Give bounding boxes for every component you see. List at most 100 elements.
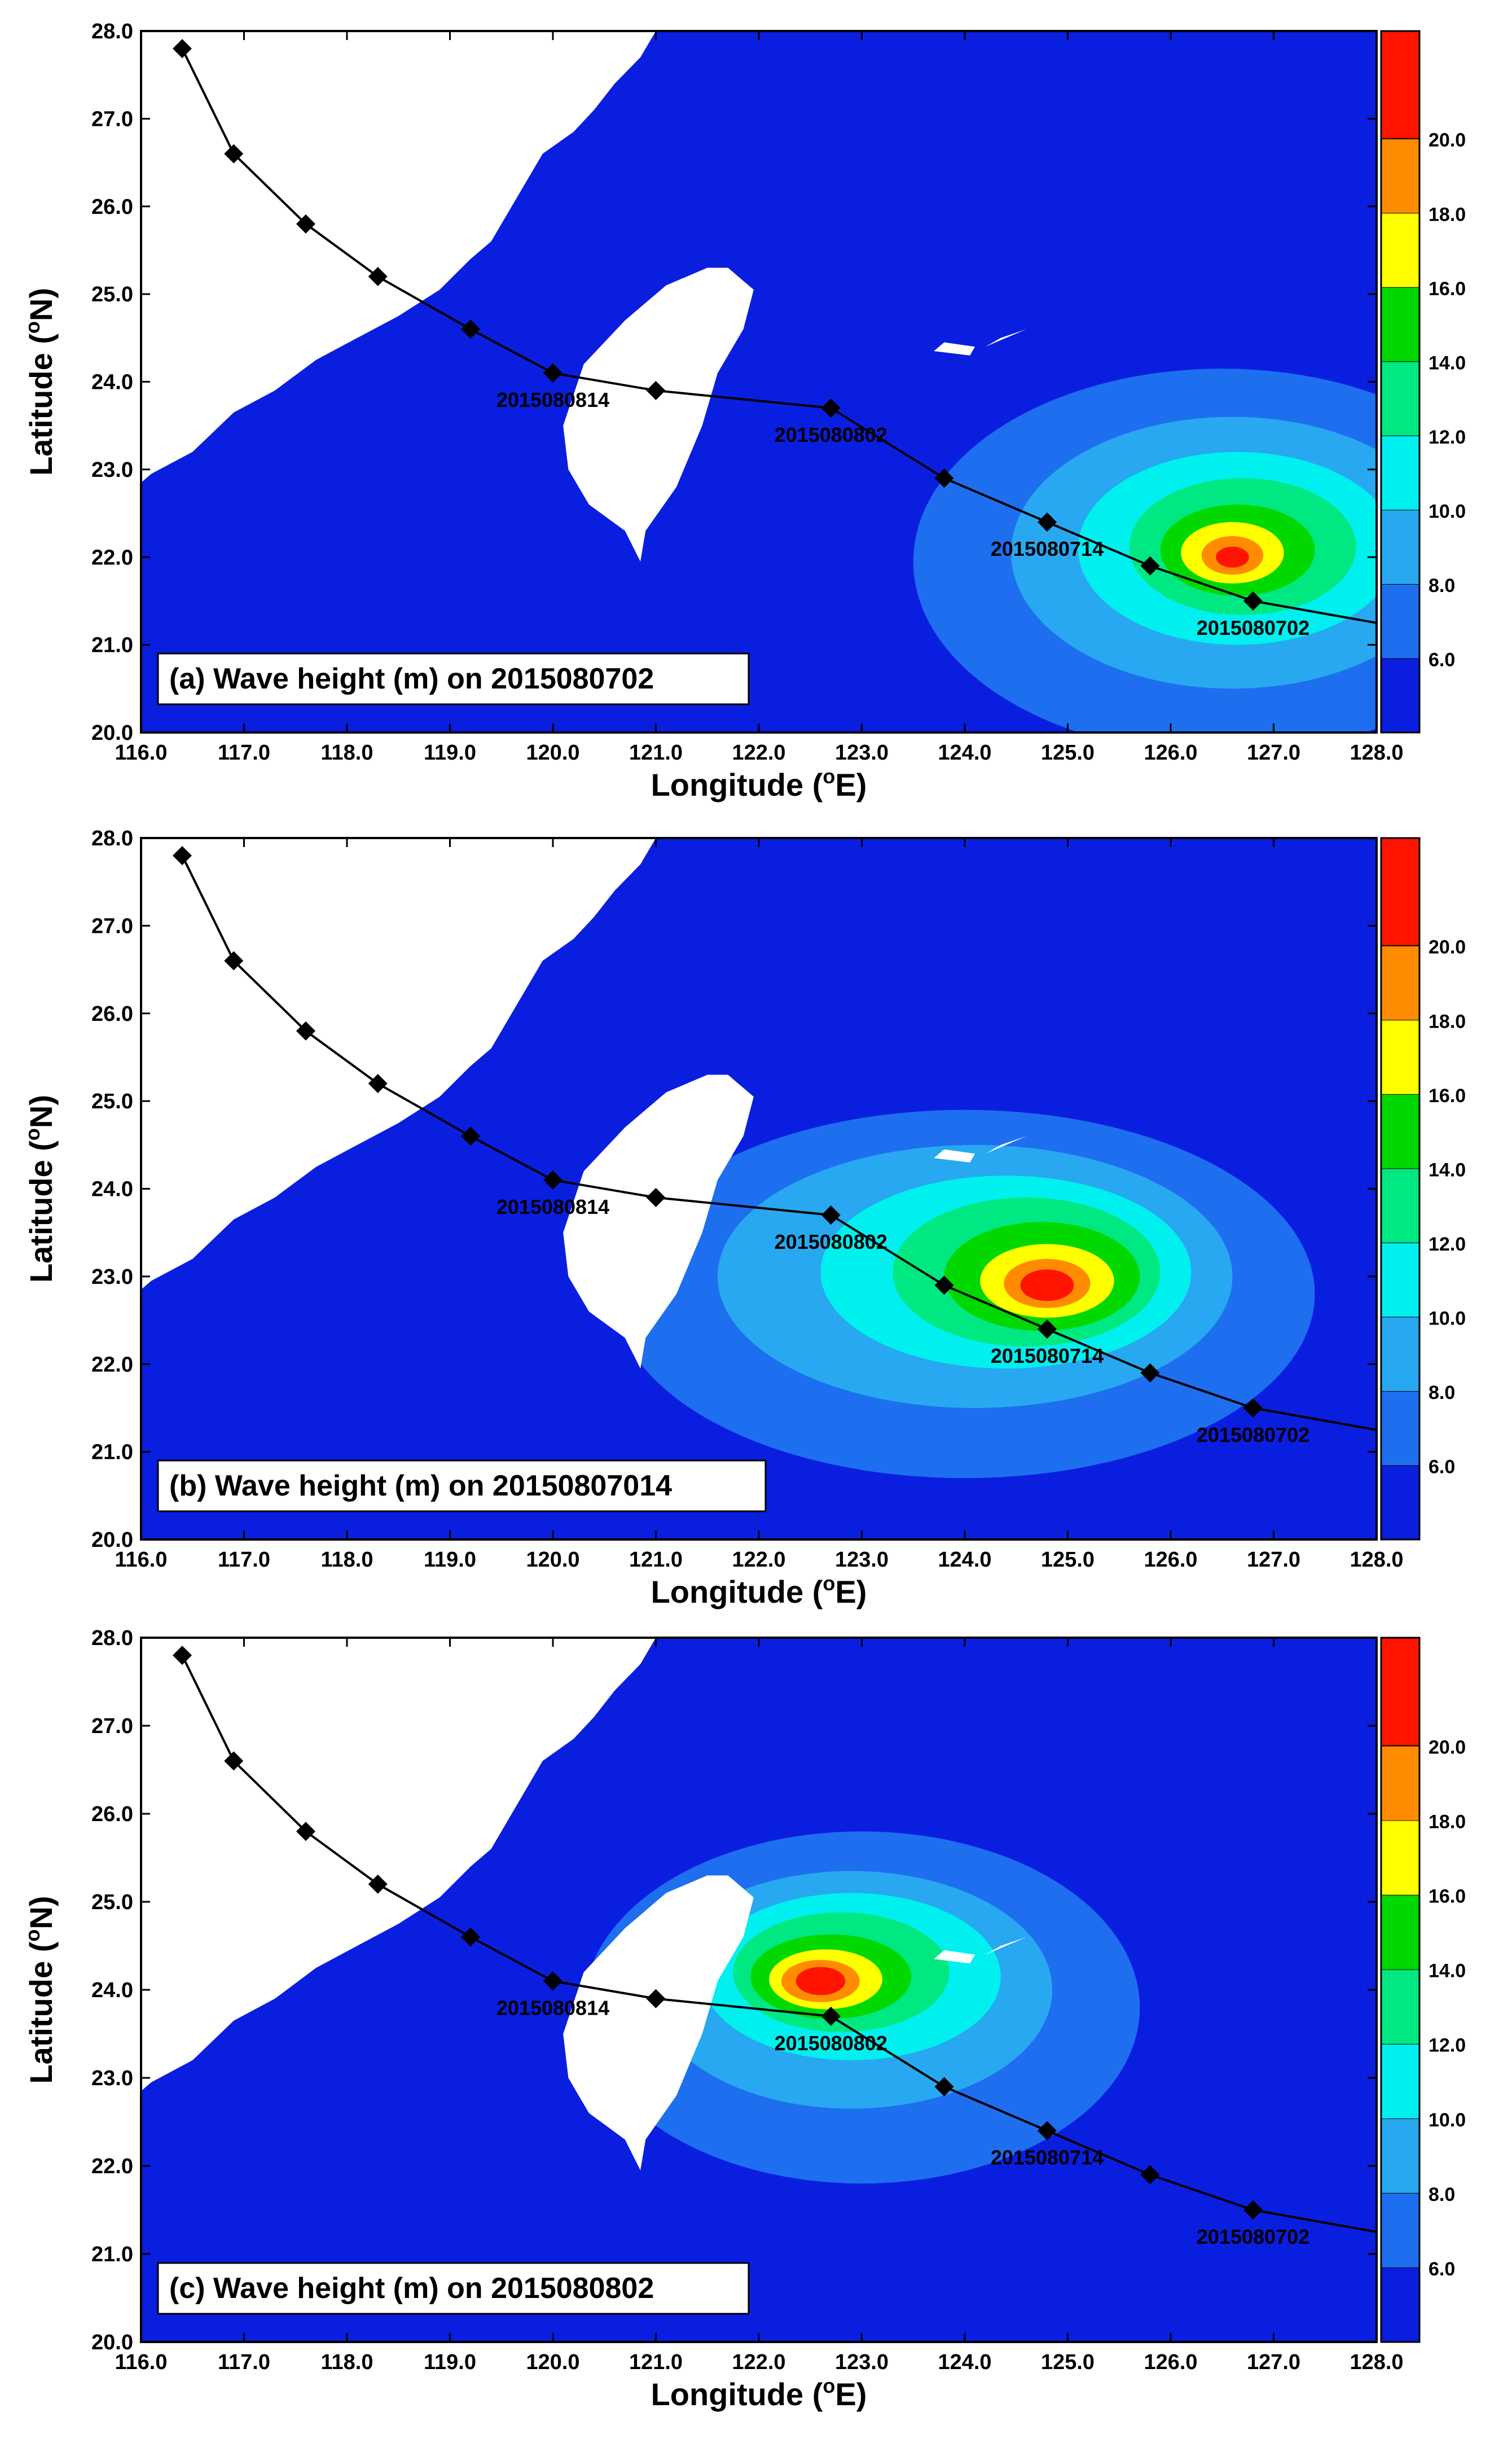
colorbar-label: 18.0: [1429, 1011, 1466, 1032]
colorbar-label: 6.0: [1429, 2258, 1455, 2280]
colorbar-bin: [1381, 1894, 1419, 1970]
track-label: 2015080814: [496, 1996, 609, 2019]
wave-contours: [913, 369, 1377, 733]
colorbar-frame: [1380, 30, 1421, 734]
colorbar-frame: [1380, 837, 1421, 1541]
colorbar-bin: [1381, 1638, 1419, 1746]
panel-title: (c) Wave height (m) on 2015080802: [169, 2272, 654, 2305]
y-tick-label: 26.0: [91, 1002, 133, 1026]
colorbar-label: 20.0: [1429, 937, 1466, 958]
colorbar-bin: [1381, 1242, 1419, 1317]
x-tick-label: 116.0: [115, 1548, 168, 1572]
y-tick-label: 27.0: [91, 1714, 133, 1738]
colorbar-bin: [1381, 361, 1419, 436]
y-axis-title: Latitude (oN): [21, 1896, 59, 2084]
taiwan-island: [563, 1875, 754, 2170]
colorbar-label: 6.0: [1429, 1456, 1455, 1477]
track-point-9: [1038, 2121, 1057, 2141]
colorbar-label: 14.0: [1429, 1960, 1466, 1982]
x-tick-label: 125.0: [1041, 741, 1095, 765]
x-axis-title: Longitude (oE): [651, 2374, 867, 2412]
track-point-11: [1243, 591, 1263, 611]
colorbar-bin: [1381, 2192, 1419, 2267]
typhoon-track: [173, 39, 1377, 624]
x-tick-label: 127.0: [1247, 741, 1300, 765]
island: [934, 342, 975, 356]
track-point-7: [821, 2006, 841, 2026]
colorbar-bin: [1381, 2118, 1419, 2193]
land: [141, 838, 1027, 1369]
y-tick-label: 25.0: [91, 1090, 133, 1113]
colorbar-bin: [1381, 1969, 1419, 2044]
colorbar-bin: [1381, 1465, 1419, 1540]
mainland-china: [141, 31, 656, 483]
land: [141, 1638, 1027, 2170]
colorbar-label: 8.0: [1429, 1382, 1455, 1403]
x-tick-label: 125.0: [1041, 2350, 1095, 2374]
y-tick-label: 24.0: [91, 371, 133, 394]
panel-title-box: [157, 2262, 750, 2315]
colorbar-bin: [1381, 1094, 1419, 1169]
y-tick-label: 28.0: [91, 20, 133, 43]
track-point-6: [646, 381, 666, 401]
x-tick-label: 118.0: [321, 2350, 373, 2374]
panel-1: 2015080814 2015080802 2015080714 2015080702…: [21, 20, 1466, 802]
track-label: 2015080702: [1197, 1423, 1309, 1446]
track-label: 2015080702: [1197, 616, 1309, 639]
colorbar-label: 6.0: [1429, 649, 1455, 670]
track-point-0: [173, 1646, 192, 1665]
x-axis-title: Longitude (oE): [651, 1572, 867, 1609]
island: [934, 1149, 975, 1163]
colorbar-label: 20.0: [1429, 130, 1466, 151]
x-tick-label: 118.0: [321, 741, 373, 765]
colorbar-bin: [1381, 1820, 1419, 1895]
colorbar-label: 18.0: [1429, 204, 1466, 225]
track-point-11: [1243, 2200, 1263, 2220]
colorbar-bin: [1381, 1317, 1419, 1391]
y-tick-label: 20.0: [91, 1528, 133, 1552]
island: [934, 1950, 975, 1964]
y-tick-label: 26.0: [91, 1802, 133, 1826]
contour-level-8: [1216, 546, 1249, 568]
colorbar-label: 10.0: [1429, 1308, 1466, 1329]
panel-2: 2015080814 2015080802 2015080714 2015080702…: [21, 827, 1466, 1609]
x-tick-label: 126.0: [1144, 1548, 1197, 1572]
mainland-china: [141, 1638, 656, 2091]
colorbar-bin: [1381, 1391, 1419, 1466]
colorbar-bin: [1381, 658, 1419, 733]
x-tick-label: 118.0: [321, 1548, 373, 1572]
x-tick-label: 121.0: [629, 741, 683, 765]
colorbar-label: 12.0: [1429, 427, 1466, 448]
y-tick-label: 22.0: [91, 2155, 133, 2178]
colorbar-label: 10.0: [1429, 501, 1466, 522]
colorbar-bin: [1381, 1745, 1419, 1821]
y-axis-title: Latitude (oN): [21, 288, 59, 476]
track-point-2: [296, 214, 315, 234]
track-point-5: [543, 1170, 562, 1190]
y-tick-label: 25.0: [91, 1891, 133, 1914]
x-tick-label: 126.0: [1144, 2350, 1197, 2374]
typhoon-track: [173, 1646, 1377, 2233]
x-tick-label: 123.0: [835, 2350, 889, 2374]
track-point-6: [646, 1989, 666, 2008]
colorbar-label: 12.0: [1429, 1234, 1466, 1255]
colorbar-label: 12.0: [1429, 2035, 1466, 2056]
x-tick-label: 119.0: [424, 741, 476, 765]
y-axis-title: Latitude (oN): [21, 1095, 59, 1283]
track-point-0: [173, 846, 192, 866]
track-point-5: [543, 363, 562, 383]
x-tick-label: 128.0: [1350, 741, 1403, 765]
track-point-9: [1038, 512, 1057, 532]
colorbar-bin: [1381, 2267, 1419, 2342]
colorbar-bin: [1381, 945, 1419, 1020]
x-tick-label: 120.0: [526, 2350, 579, 2374]
contour-level-8: [1020, 1269, 1074, 1301]
colorbar-bin: [1381, 1168, 1419, 1243]
panel-title: (a) Wave height (m) on 2015080702: [169, 663, 654, 695]
x-axis-title: Longitude (oE): [651, 765, 867, 802]
typhoon-track: [173, 846, 1377, 1431]
colorbar-label: 10.0: [1429, 2109, 1466, 2131]
taiwan-island: [563, 1074, 754, 1369]
track-point-7: [821, 398, 841, 418]
x-tick-label: 127.0: [1247, 2350, 1300, 2374]
